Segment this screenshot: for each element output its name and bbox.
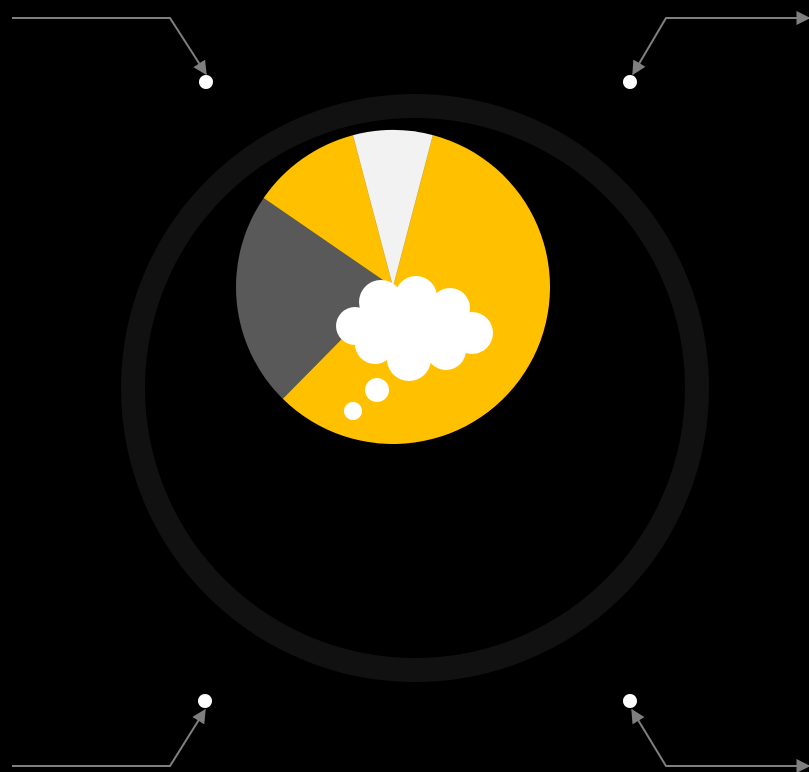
outer-ring [121, 94, 709, 682]
callout-anchor-dot [623, 75, 637, 89]
pie-slice-4 [263, 135, 393, 287]
callout-connector-line [631, 708, 809, 772]
callout-top-right [623, 11, 809, 89]
callout-connector-line [12, 17, 207, 76]
callout-anchor-dot [199, 75, 213, 89]
pie-slice-1 [352, 130, 433, 287]
thought-cloud-icon [336, 276, 493, 420]
callout-top-left [12, 17, 213, 89]
callout-anchor-dot [623, 694, 637, 708]
callout-bottom-left [12, 694, 212, 767]
callout-bottom-right [623, 694, 809, 772]
pie-slice-3 [235, 198, 393, 399]
callout-connector-line [12, 708, 206, 767]
callout-anchor-dot [198, 694, 212, 708]
callout-connector-line [632, 11, 809, 76]
